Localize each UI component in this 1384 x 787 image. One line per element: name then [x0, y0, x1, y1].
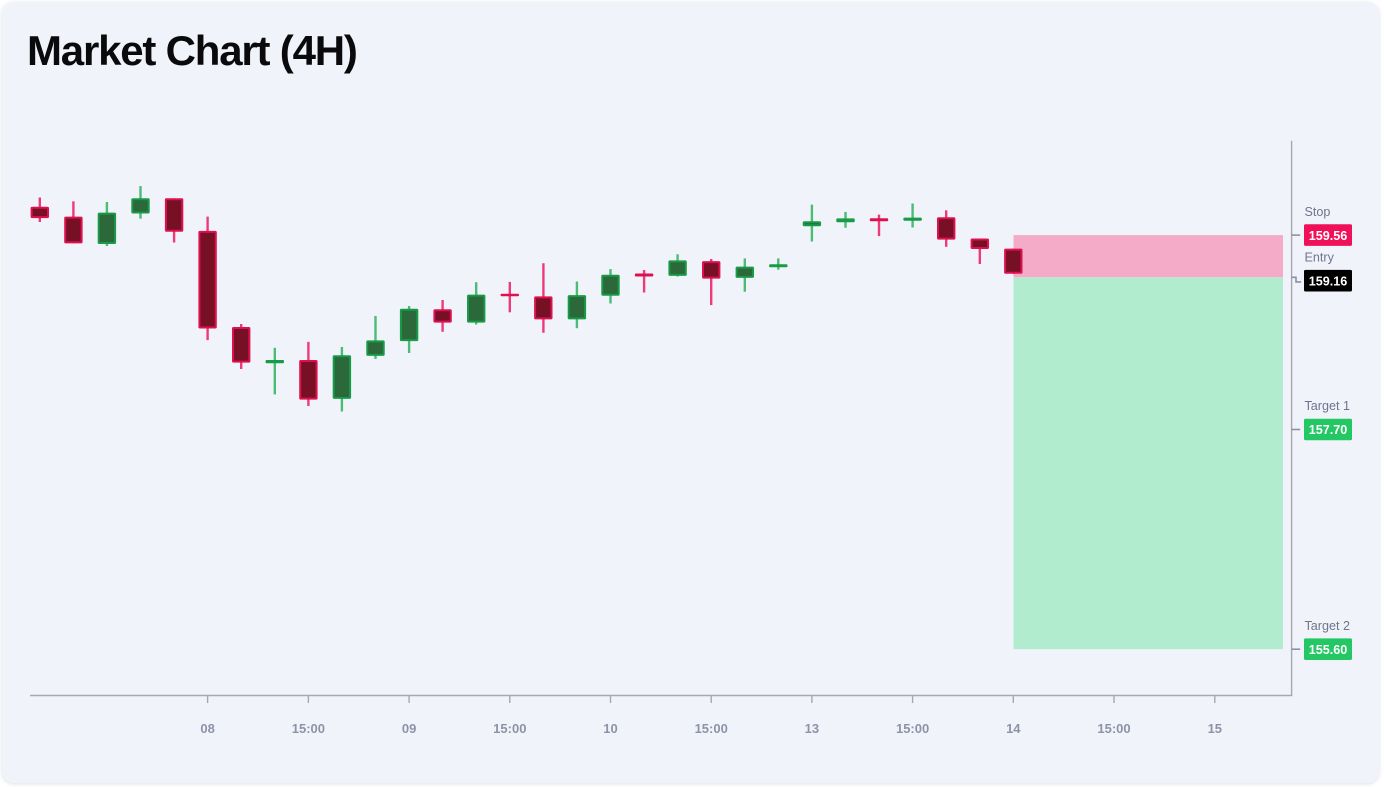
- svg-text:13: 13: [805, 721, 819, 736]
- svg-text:157.70: 157.70: [1309, 423, 1348, 437]
- svg-text:Stop: Stop: [1305, 205, 1331, 219]
- svg-text:15:00: 15:00: [1097, 721, 1130, 736]
- svg-text:08: 08: [200, 721, 214, 736]
- svg-text:Entry: Entry: [1305, 251, 1335, 265]
- svg-text:10: 10: [603, 721, 617, 736]
- svg-text:Target 2: Target 2: [1305, 619, 1351, 633]
- svg-text:09: 09: [402, 721, 416, 736]
- svg-text:14: 14: [1006, 721, 1021, 736]
- svg-text:155.60: 155.60: [1309, 643, 1348, 657]
- svg-text:15: 15: [1208, 721, 1222, 736]
- svg-text:159.16: 159.16: [1309, 274, 1348, 288]
- svg-text:159.56: 159.56: [1309, 229, 1348, 243]
- svg-text:15:00: 15:00: [896, 721, 929, 736]
- svg-text:15:00: 15:00: [292, 721, 325, 736]
- svg-text:15:00: 15:00: [695, 721, 728, 736]
- svg-text:Target 1: Target 1: [1305, 399, 1351, 413]
- svg-text:15:00: 15:00: [493, 721, 526, 736]
